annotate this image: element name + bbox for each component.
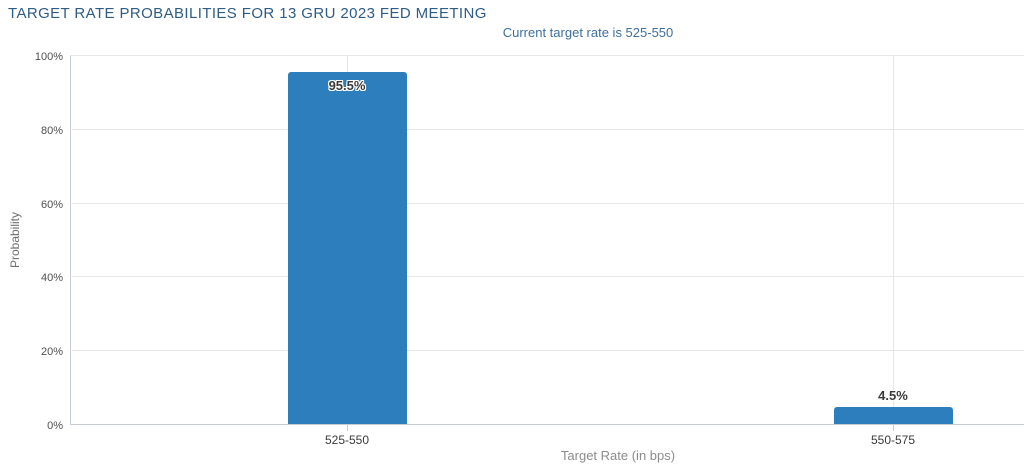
y-gridline xyxy=(70,55,1024,56)
y-gridline xyxy=(70,202,1024,204)
y-axis-tick-label: 0% xyxy=(47,420,63,432)
x-axis-tick xyxy=(347,425,348,431)
bar-value-label: 95.5% xyxy=(328,77,366,93)
x-axis-title: Target Rate (in bps) xyxy=(560,448,676,463)
chart-title: TARGET RATE PROBABILITIES FOR 13 GRU 202… xyxy=(8,5,487,22)
column-bar[interactable] xyxy=(833,407,953,424)
column-bar[interactable] xyxy=(287,71,407,424)
y-axis-title: Probability xyxy=(8,211,22,269)
bar-value-label: 4.5% xyxy=(878,388,908,404)
x-axis-category-label: 525-550 xyxy=(324,433,370,447)
x-axis-line xyxy=(70,424,1024,425)
y-gridline xyxy=(70,350,1024,352)
y-axis-tick-label: 20% xyxy=(40,346,63,359)
y-axis-tick-label: 60% xyxy=(40,198,63,211)
y-gridline xyxy=(70,276,1024,278)
x-axis-tick xyxy=(893,425,894,431)
y-axis-tick-label: 80% xyxy=(40,124,63,137)
y-axis-tick-label: 100% xyxy=(34,51,63,63)
y-axis-line xyxy=(70,55,71,424)
y-axis-tick-label: 40% xyxy=(40,272,63,285)
x-axis-category-label: 550-575 xyxy=(870,433,916,447)
x-gridline xyxy=(893,55,894,424)
chart-subtitle: Current target rate is 525-550 xyxy=(502,25,674,40)
y-gridline xyxy=(70,128,1024,130)
